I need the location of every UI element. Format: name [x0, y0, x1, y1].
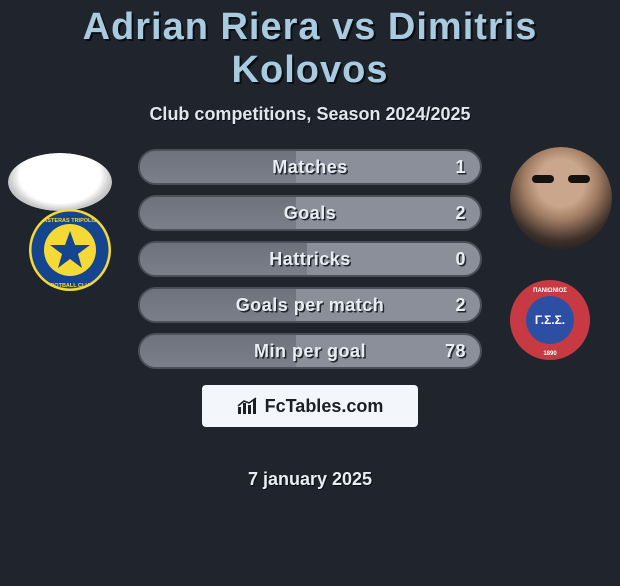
comparison-stage: ASTERAS TRIPOLIS FOOTBALL CLUB Γ.Σ.Σ. ΠΑ…	[0, 147, 620, 407]
branding-label: FcTables.com	[265, 396, 384, 417]
stat-fill	[140, 335, 296, 367]
branding-pill: FcTables.com	[202, 385, 418, 427]
panionios-icon: Γ.Σ.Σ. ΠΑΝΙΩΝΙΟΣ 1890	[509, 279, 591, 361]
club-badge-left: ASTERAS TRIPOLIS FOOTBALL CLUB	[20, 209, 120, 291]
stat-row-matches: Matches 1	[138, 149, 482, 185]
svg-text:ASTERAS TRIPOLIS: ASTERAS TRIPOLIS	[43, 218, 97, 224]
stat-fill	[140, 197, 296, 229]
avatar-left	[8, 153, 112, 211]
avatar-left-placeholder	[8, 153, 112, 211]
stat-fill	[140, 289, 296, 321]
stat-value: 2	[455, 197, 466, 229]
stat-value: 0	[455, 243, 466, 275]
stat-value: 78	[445, 335, 466, 367]
stat-rows: Matches 1 Goals 2 Hattricks 0 Goals per …	[138, 149, 482, 379]
stat-fill	[140, 243, 307, 275]
stat-value: 2	[455, 289, 466, 321]
svg-text:Γ.Σ.Σ.: Γ.Σ.Σ.	[535, 313, 565, 327]
footer-date: 7 january 2025	[0, 469, 620, 490]
svg-text:FOOTBALL CLUB: FOOTBALL CLUB	[47, 283, 94, 289]
asteras-tripolis-icon: ASTERAS TRIPOLIS FOOTBALL CLUB	[29, 209, 111, 291]
stat-row-goals-per-match: Goals per match 2	[138, 287, 482, 323]
stat-row-hattricks: Hattricks 0	[138, 241, 482, 277]
stat-row-goals: Goals 2	[138, 195, 482, 231]
stat-fill	[140, 151, 296, 183]
stat-row-min-per-goal: Min per goal 78	[138, 333, 482, 369]
page-subtitle: Club competitions, Season 2024/2025	[0, 104, 620, 125]
stat-value: 1	[455, 151, 466, 183]
avatar-right	[510, 147, 612, 249]
page-title: Adrian Riera vs Dimitris Kolovos	[0, 6, 620, 92]
chart-icon	[237, 397, 259, 415]
avatar-right-photo	[510, 147, 612, 249]
svg-text:1890: 1890	[543, 351, 557, 357]
svg-text:ΠΑΝΙΩΝΙΟΣ: ΠΑΝΙΩΝΙΟΣ	[533, 288, 567, 294]
club-badge-right: Γ.Σ.Σ. ΠΑΝΙΩΝΙΟΣ 1890	[500, 279, 600, 361]
